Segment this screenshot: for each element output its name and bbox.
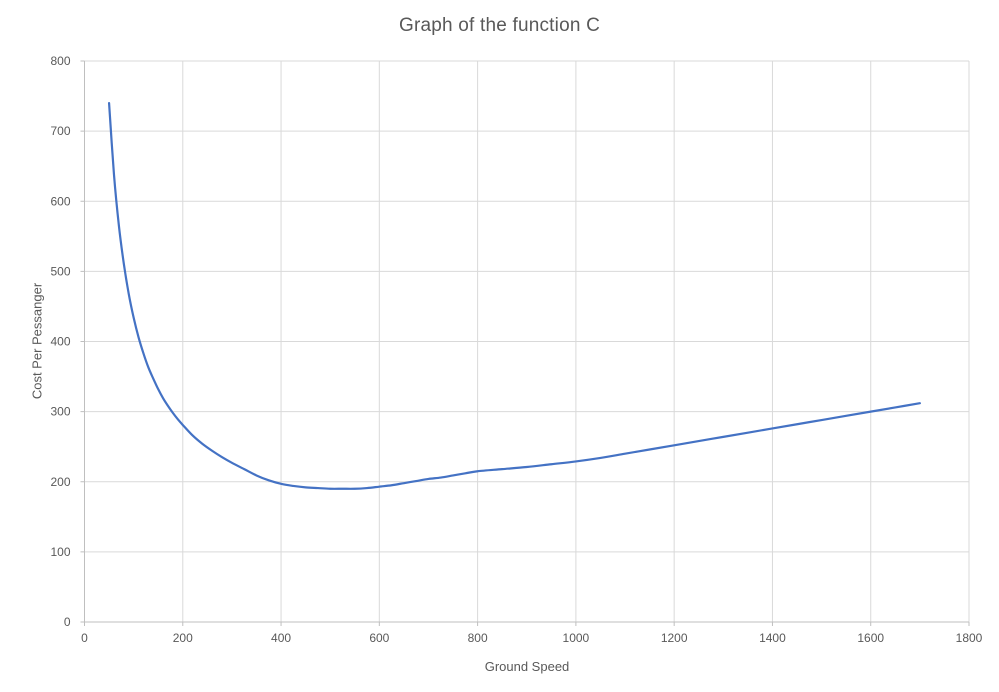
x-tick-label: 1800 [956,631,983,645]
x-tick-label: 800 [468,631,488,645]
x-tick-label: 1400 [759,631,786,645]
y-tick-label: 400 [50,335,70,349]
series-line [107,101,921,490]
y-tick-label: 800 [50,54,70,68]
y-axis-title: Cost Per Pessanger [29,282,45,400]
x-tick-label: 1600 [857,631,884,645]
y-tick-label: 500 [50,264,70,278]
x-tick-label: 400 [271,631,291,645]
chart-title: Graph of the function C [398,15,601,36]
y-tick-label: 0 [64,615,71,629]
y-tick-label: 100 [50,545,70,559]
x-tick-label: 1200 [661,631,688,645]
y-tick-label: 700 [50,124,70,138]
x-axis-title: Ground Speed [484,659,570,674]
y-tick-label: 600 [50,194,70,208]
x-tick-label: 200 [173,631,193,645]
x-tick-label: 600 [369,631,389,645]
x-tick-label: 1000 [563,631,590,645]
x-tick-label: 0 [81,631,88,645]
y-tick-label: 300 [50,405,70,419]
y-tick-label: 200 [50,475,70,489]
